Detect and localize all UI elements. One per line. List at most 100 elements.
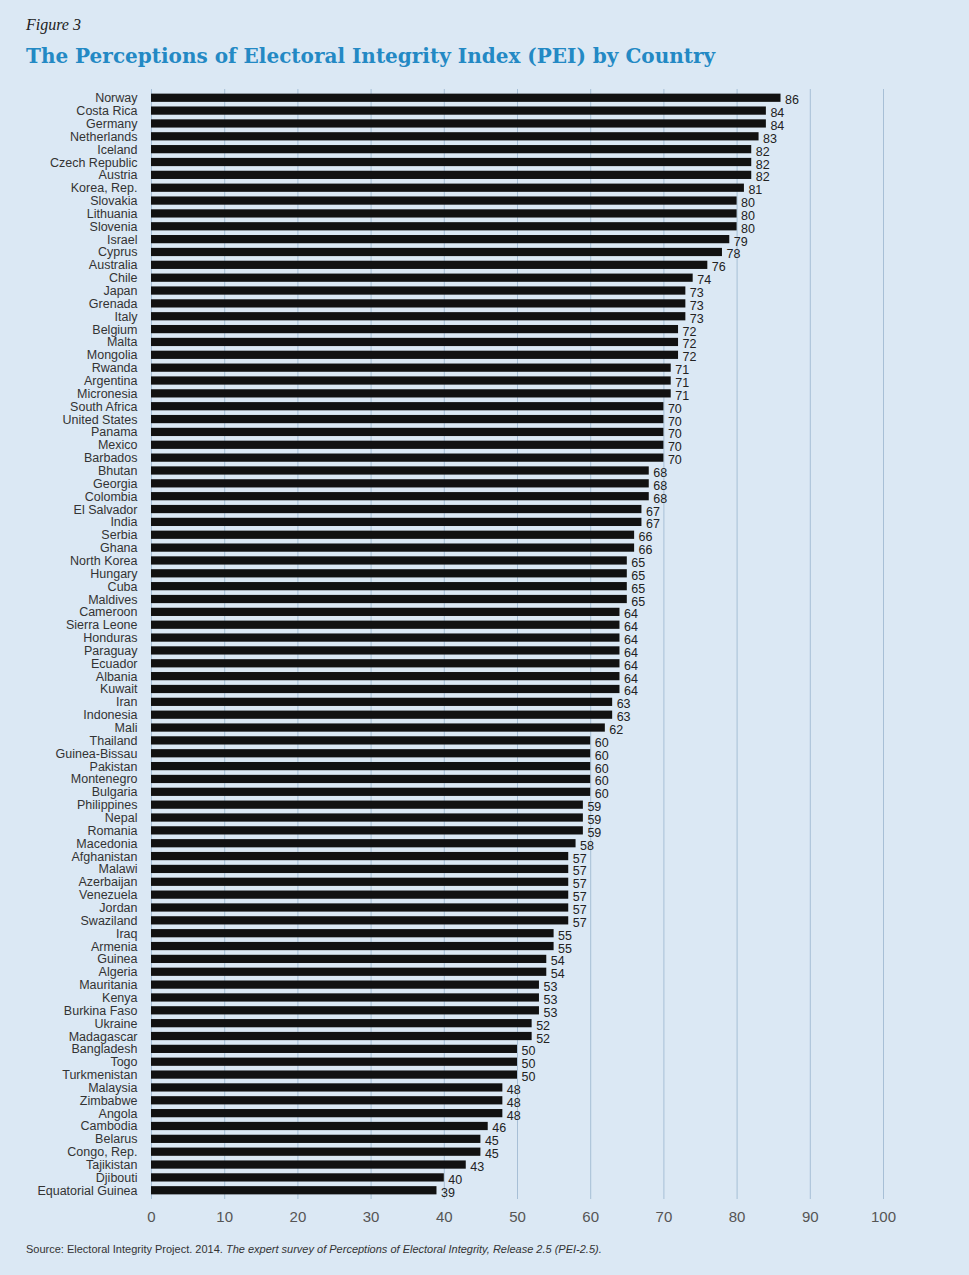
svg-text:Norway: Norway [95,91,138,106]
svg-text:Israel: Israel [106,232,138,247]
svg-text:39: 39 [441,1186,455,1200]
svg-text:50: 50 [509,1208,526,1225]
svg-text:45: 45 [484,1134,499,1149]
svg-text:60: 60 [594,735,609,750]
svg-text:57: 57 [572,864,587,879]
svg-text:Chile: Chile [109,271,138,286]
svg-text:72: 72 [682,350,697,365]
svg-text:74: 74 [697,273,712,288]
svg-text:57: 57 [573,916,587,930]
svg-text:67: 67 [645,517,660,532]
svg-text:82: 82 [755,170,770,185]
svg-text:65: 65 [631,594,646,609]
svg-text:54: 54 [550,967,565,982]
svg-text:53: 53 [543,980,558,995]
svg-text:48: 48 [506,1095,521,1110]
html-text:Figure 3: Figure 3 [26,16,81,33]
svg-text:Slovenia: Slovenia [89,219,138,234]
svg-text:57: 57 [572,890,587,905]
svg-text:72: 72 [682,337,697,352]
svg-text:65: 65 [631,581,646,596]
svg-text:73: 73 [689,311,704,326]
svg-text:60: 60 [594,787,609,802]
svg-text:52: 52 [536,1032,550,1046]
svg-text:81: 81 [748,183,763,198]
html-text:The Perceptions of Electoral I: The Perceptions of Electoral Integrity I… [26,44,716,68]
svg-text:71: 71 [675,388,690,403]
svg-text:46: 46 [492,1121,507,1136]
svg-text:59: 59 [587,825,602,840]
svg-text:60: 60 [594,761,609,776]
svg-text:65: 65 [631,568,646,583]
svg-text:54: 54 [550,954,565,969]
svg-text:63: 63 [616,710,631,725]
svg-text:Australia: Australia [88,258,138,273]
svg-text:20: 20 [290,1208,307,1225]
svg-text:40: 40 [436,1208,453,1225]
svg-text:Slovakia: Slovakia [90,194,138,209]
svg-text:73: 73 [689,298,704,313]
svg-text:30: 30 [363,1208,380,1225]
svg-text:Belgium: Belgium [92,322,138,337]
svg-text:Mongolia: Mongolia [86,348,138,363]
svg-text:Malta: Malta [106,335,138,350]
svg-text:70: 70 [668,453,682,467]
svg-text:Austria: Austria [98,168,138,183]
svg-text:Cyprus: Cyprus [97,245,138,260]
svg-text:57: 57 [572,877,587,892]
svg-text:59: 59 [587,800,602,815]
svg-text:43: 43 [470,1160,484,1174]
svg-text:70: 70 [667,414,682,429]
svg-text:68: 68 [653,478,668,493]
svg-text:10: 10 [216,1208,233,1225]
svg-text:40: 40 [448,1172,463,1187]
svg-text:70: 70 [667,401,682,416]
svg-text:78: 78 [726,247,740,261]
svg-text:82: 82 [755,144,770,159]
svg-text:79: 79 [733,234,748,249]
svg-text:62: 62 [609,723,623,737]
svg-text:63: 63 [616,697,631,712]
svg-text:53: 53 [543,1005,558,1020]
svg-text:Netherlands: Netherlands [70,129,138,144]
svg-text:Iceland: Iceland [97,142,138,157]
svg-text:84: 84 [770,106,785,121]
svg-text:60: 60 [594,748,609,763]
svg-text:68: 68 [653,491,668,506]
svg-text:50: 50 [521,1057,536,1072]
svg-text:Equatorial Guinea: Equatorial Guinea [37,1184,137,1198]
svg-text:Germany: Germany [86,116,138,131]
svg-text:Costa Rica: Costa Rica [76,104,138,119]
svg-text:48: 48 [507,1109,521,1123]
svg-text:50: 50 [522,1070,536,1084]
svg-text:100: 100 [871,1208,896,1225]
svg-text:Micronesia: Micronesia [77,386,138,401]
svg-text:66: 66 [638,530,653,545]
svg-text:70: 70 [667,440,682,455]
svg-text:45: 45 [485,1147,499,1161]
svg-text:50: 50 [521,1044,536,1059]
svg-text:66: 66 [638,543,653,558]
svg-text:Grenada: Grenada [88,296,138,311]
svg-text:70: 70 [667,427,682,442]
svg-text:76: 76 [712,260,726,274]
svg-text:Lithuania: Lithuania [86,206,138,221]
svg-text:71: 71 [675,363,690,378]
svg-text:82: 82 [755,157,770,172]
svg-text:86: 86 [785,93,799,107]
svg-text:60: 60 [582,1208,599,1225]
svg-text:Italy: Italy [114,309,138,324]
svg-text:Czech Republic: Czech Republic [50,155,138,170]
svg-text:80: 80 [729,1208,746,1225]
svg-text:70: 70 [656,1208,673,1225]
svg-text:0: 0 [147,1208,155,1225]
svg-text:60: 60 [594,774,609,789]
svg-text:Korea, Rep.: Korea, Rep. [70,181,138,196]
svg-text:Rwanda: Rwanda [91,361,138,376]
svg-text:72: 72 [682,324,697,339]
svg-text:67: 67 [645,504,660,519]
svg-text:48: 48 [506,1082,521,1097]
svg-text:57: 57 [572,851,587,866]
svg-text:84: 84 [770,118,785,133]
svg-text:90: 90 [802,1208,819,1225]
